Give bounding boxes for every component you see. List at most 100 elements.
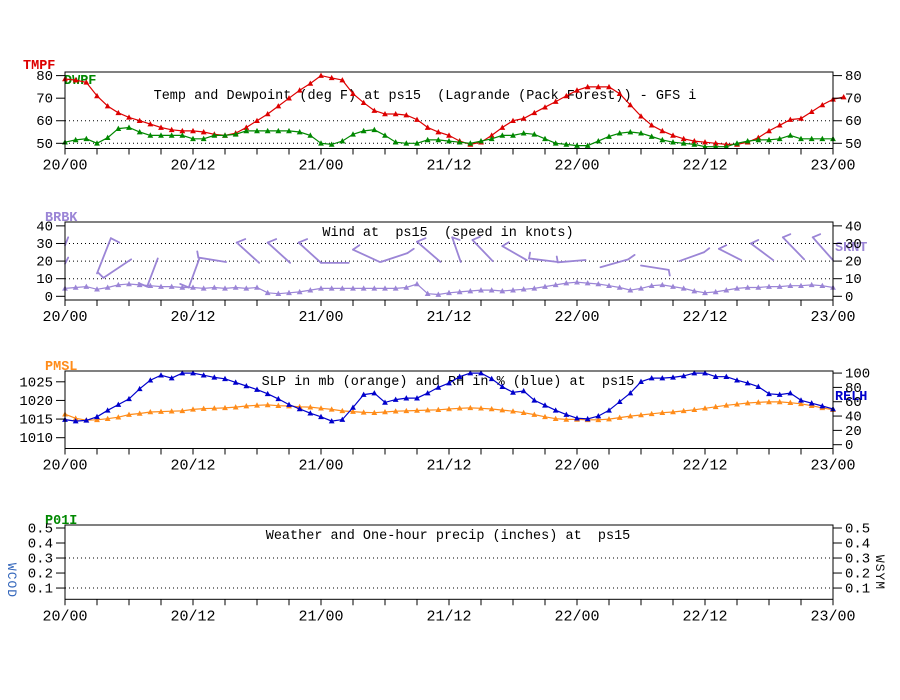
pmsl-marker: [499, 407, 506, 413]
pmsl-marker: [403, 407, 410, 414]
wind-barb-feather: [235, 238, 247, 244]
dwpf-marker: [328, 141, 335, 147]
temp_dewpoint-xtick-label: 23/00: [810, 158, 855, 175]
tmpf-marker: [136, 117, 143, 124]
wind-barb-feather: [703, 247, 711, 254]
relh-marker: [542, 402, 548, 408]
sknt-marker: [542, 283, 548, 289]
relh-marker: [552, 407, 559, 413]
sknt-marker: [211, 284, 218, 290]
relh-marker: [648, 375, 655, 381]
pmsl-marker: [680, 407, 687, 414]
wind-barb: [64, 236, 70, 247]
relh-marker: [200, 372, 207, 378]
pmsl-marker: [243, 403, 250, 409]
sknt-marker: [254, 284, 260, 290]
tmpf-marker: [542, 104, 548, 110]
precip-ytick-label-left: 0.4: [28, 537, 53, 553]
dwpf-marker: [339, 138, 346, 144]
sknt-marker: [680, 285, 687, 291]
relh-marker: [254, 386, 260, 392]
wind-xtick-label: 23/00: [810, 309, 855, 326]
wind-barb-feather: [781, 233, 792, 239]
dwpf-marker: [222, 132, 228, 138]
precip-ytick-label-right: 0.1: [845, 582, 870, 598]
wind-barb-feather: [528, 251, 531, 260]
relh-marker: [446, 380, 452, 386]
wind-barb: [379, 252, 409, 263]
pmsl-marker: [766, 398, 772, 405]
precip-xtick-label: 22/00: [554, 608, 599, 625]
sknt-marker: [360, 285, 367, 291]
dwpf-marker: [126, 124, 132, 130]
pmsl-marker: [563, 416, 570, 422]
sknt-marker: [787, 282, 794, 289]
wind-barb-feather: [667, 268, 671, 277]
pmsl-marker: [595, 416, 602, 423]
tmpf-marker: [584, 83, 591, 90]
pmsl-marker: [360, 409, 367, 415]
dwpf-marker: [456, 139, 463, 145]
wind-barb-feather: [196, 250, 200, 259]
dwpf-marker: [179, 132, 186, 138]
dwpf-marker: [264, 127, 271, 134]
relh-marker: [776, 391, 783, 397]
dwpf-marker: [115, 125, 122, 131]
wind-barb-feather: [451, 236, 461, 241]
sknt-marker: [510, 287, 516, 293]
sknt-marker: [456, 288, 463, 295]
dwpf-marker: [638, 130, 644, 136]
wind-barb: [749, 242, 775, 262]
relh-marker: [478, 370, 484, 376]
pmsl-marker: [467, 404, 474, 411]
relh-marker: [488, 375, 495, 382]
precip-ytick-label-right: 0.3: [845, 552, 870, 568]
pmsl-marker: [744, 400, 751, 406]
wind-barb-feather: [811, 233, 822, 239]
tmpf-marker: [563, 92, 570, 99]
tmpf-marker: [296, 87, 303, 93]
tmpf-marker: [808, 108, 815, 115]
tmpf-marker: [318, 72, 324, 78]
wind-barb: [528, 257, 559, 263]
pmsl-marker: [435, 406, 442, 413]
temp_dewpoint-xtick-label: 22/00: [554, 158, 599, 175]
pmsl-marker: [488, 406, 495, 412]
dwpf-marker: [712, 143, 719, 149]
pmsl-marker: [734, 401, 740, 407]
wind-barb: [235, 241, 261, 264]
wind-ytick-label-left: 10: [36, 272, 53, 288]
dwpf-marker: [595, 138, 602, 144]
pmsl-marker: [94, 416, 100, 423]
wind-barb-feather: [352, 244, 361, 251]
tmpf-marker: [158, 124, 164, 130]
tmpf-marker: [72, 77, 79, 83]
sknt-marker: [702, 289, 708, 296]
dwpf-marker: [563, 141, 570, 147]
dwpf-marker: [680, 140, 687, 146]
sknt-marker: [499, 288, 506, 294]
dwpf-marker: [446, 138, 452, 144]
precip-ytick-label-right: 0.5: [845, 522, 870, 538]
tmpf-marker: [776, 122, 783, 128]
relh-marker: [296, 405, 303, 412]
relh-marker: [638, 378, 644, 384]
pmsl-marker: [520, 409, 527, 416]
dwpf-marker: [414, 140, 420, 146]
wind-ytick-label-right: 30: [845, 237, 862, 253]
wind-ytick-label-right: 0: [845, 290, 853, 306]
pmsl-marker: [424, 407, 431, 413]
dwpf-marker: [776, 135, 783, 142]
relh-marker: [627, 390, 634, 396]
dwpf-marker: [574, 142, 580, 148]
tmpf-marker: [691, 138, 698, 144]
dwpf-marker: [659, 136, 666, 143]
wind-barb: [451, 236, 462, 263]
dwpf-marker: [584, 142, 591, 148]
tmpf-marker: [766, 127, 772, 134]
wind-barb: [501, 245, 528, 262]
tmpf-marker: [371, 107, 378, 113]
wind-ytick-label-right: 40: [845, 219, 862, 235]
relh-marker: [734, 377, 740, 383]
wind-barb-feather: [627, 254, 636, 261]
